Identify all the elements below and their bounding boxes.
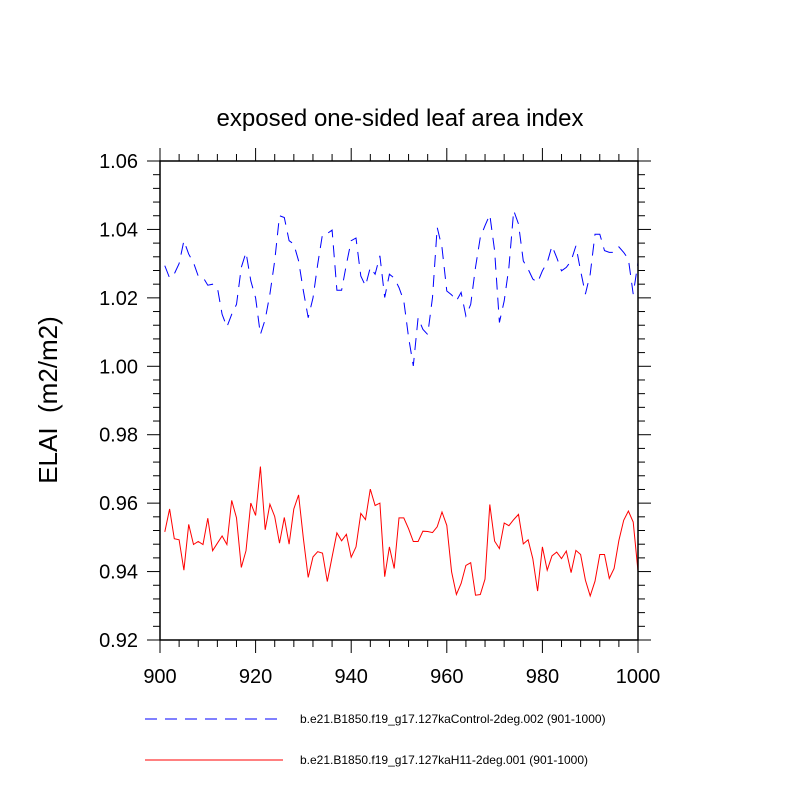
legend-label-control: b.e21.B1850.f19_g17.127kaControl-2deg.00…: [300, 712, 606, 726]
x-tick-label: 960: [430, 666, 463, 688]
x-tick-label: 920: [239, 666, 272, 688]
x-tick-label: 980: [526, 666, 559, 688]
series-line-1: [164, 466, 639, 598]
y-tick-label: 0.96: [99, 493, 138, 515]
y-axis-label: ELAI (m2/m2): [33, 316, 63, 484]
x-tick-label: 900: [143, 666, 176, 688]
legend-label-h11: b.e21.B1850.f19_g17.127kaH11-2deg.001 (9…: [300, 753, 588, 767]
series-lines: [164, 210, 639, 598]
y-tick-label: 0.94: [99, 562, 138, 584]
plot-frame: [159, 160, 639, 641]
series-line-0: [164, 210, 639, 366]
y-tick-label: 1.00: [99, 356, 138, 378]
y-tick-label: 1.06: [99, 151, 138, 173]
axis-ticks: [147, 148, 651, 653]
legend: b.e21.B1850.f19_g17.127kaControl-2deg.00…: [145, 712, 606, 767]
y-tick-label: 1.04: [99, 219, 138, 241]
y-tick-label: 0.92: [99, 630, 138, 652]
y-tick-label: 0.98: [99, 425, 138, 447]
chart-title: exposed one-sided leaf area index: [217, 105, 584, 132]
x-tick-label: 940: [335, 666, 368, 688]
y-tick-label: 1.02: [99, 288, 138, 310]
x-tick-labels: 900 920 940 960 980 1000: [143, 666, 660, 688]
y-tick-labels: 0.92 0.94 0.96 0.98 1.00 1.02 1.04 1.06: [99, 151, 138, 652]
x-tick-label: 1000: [616, 666, 661, 688]
